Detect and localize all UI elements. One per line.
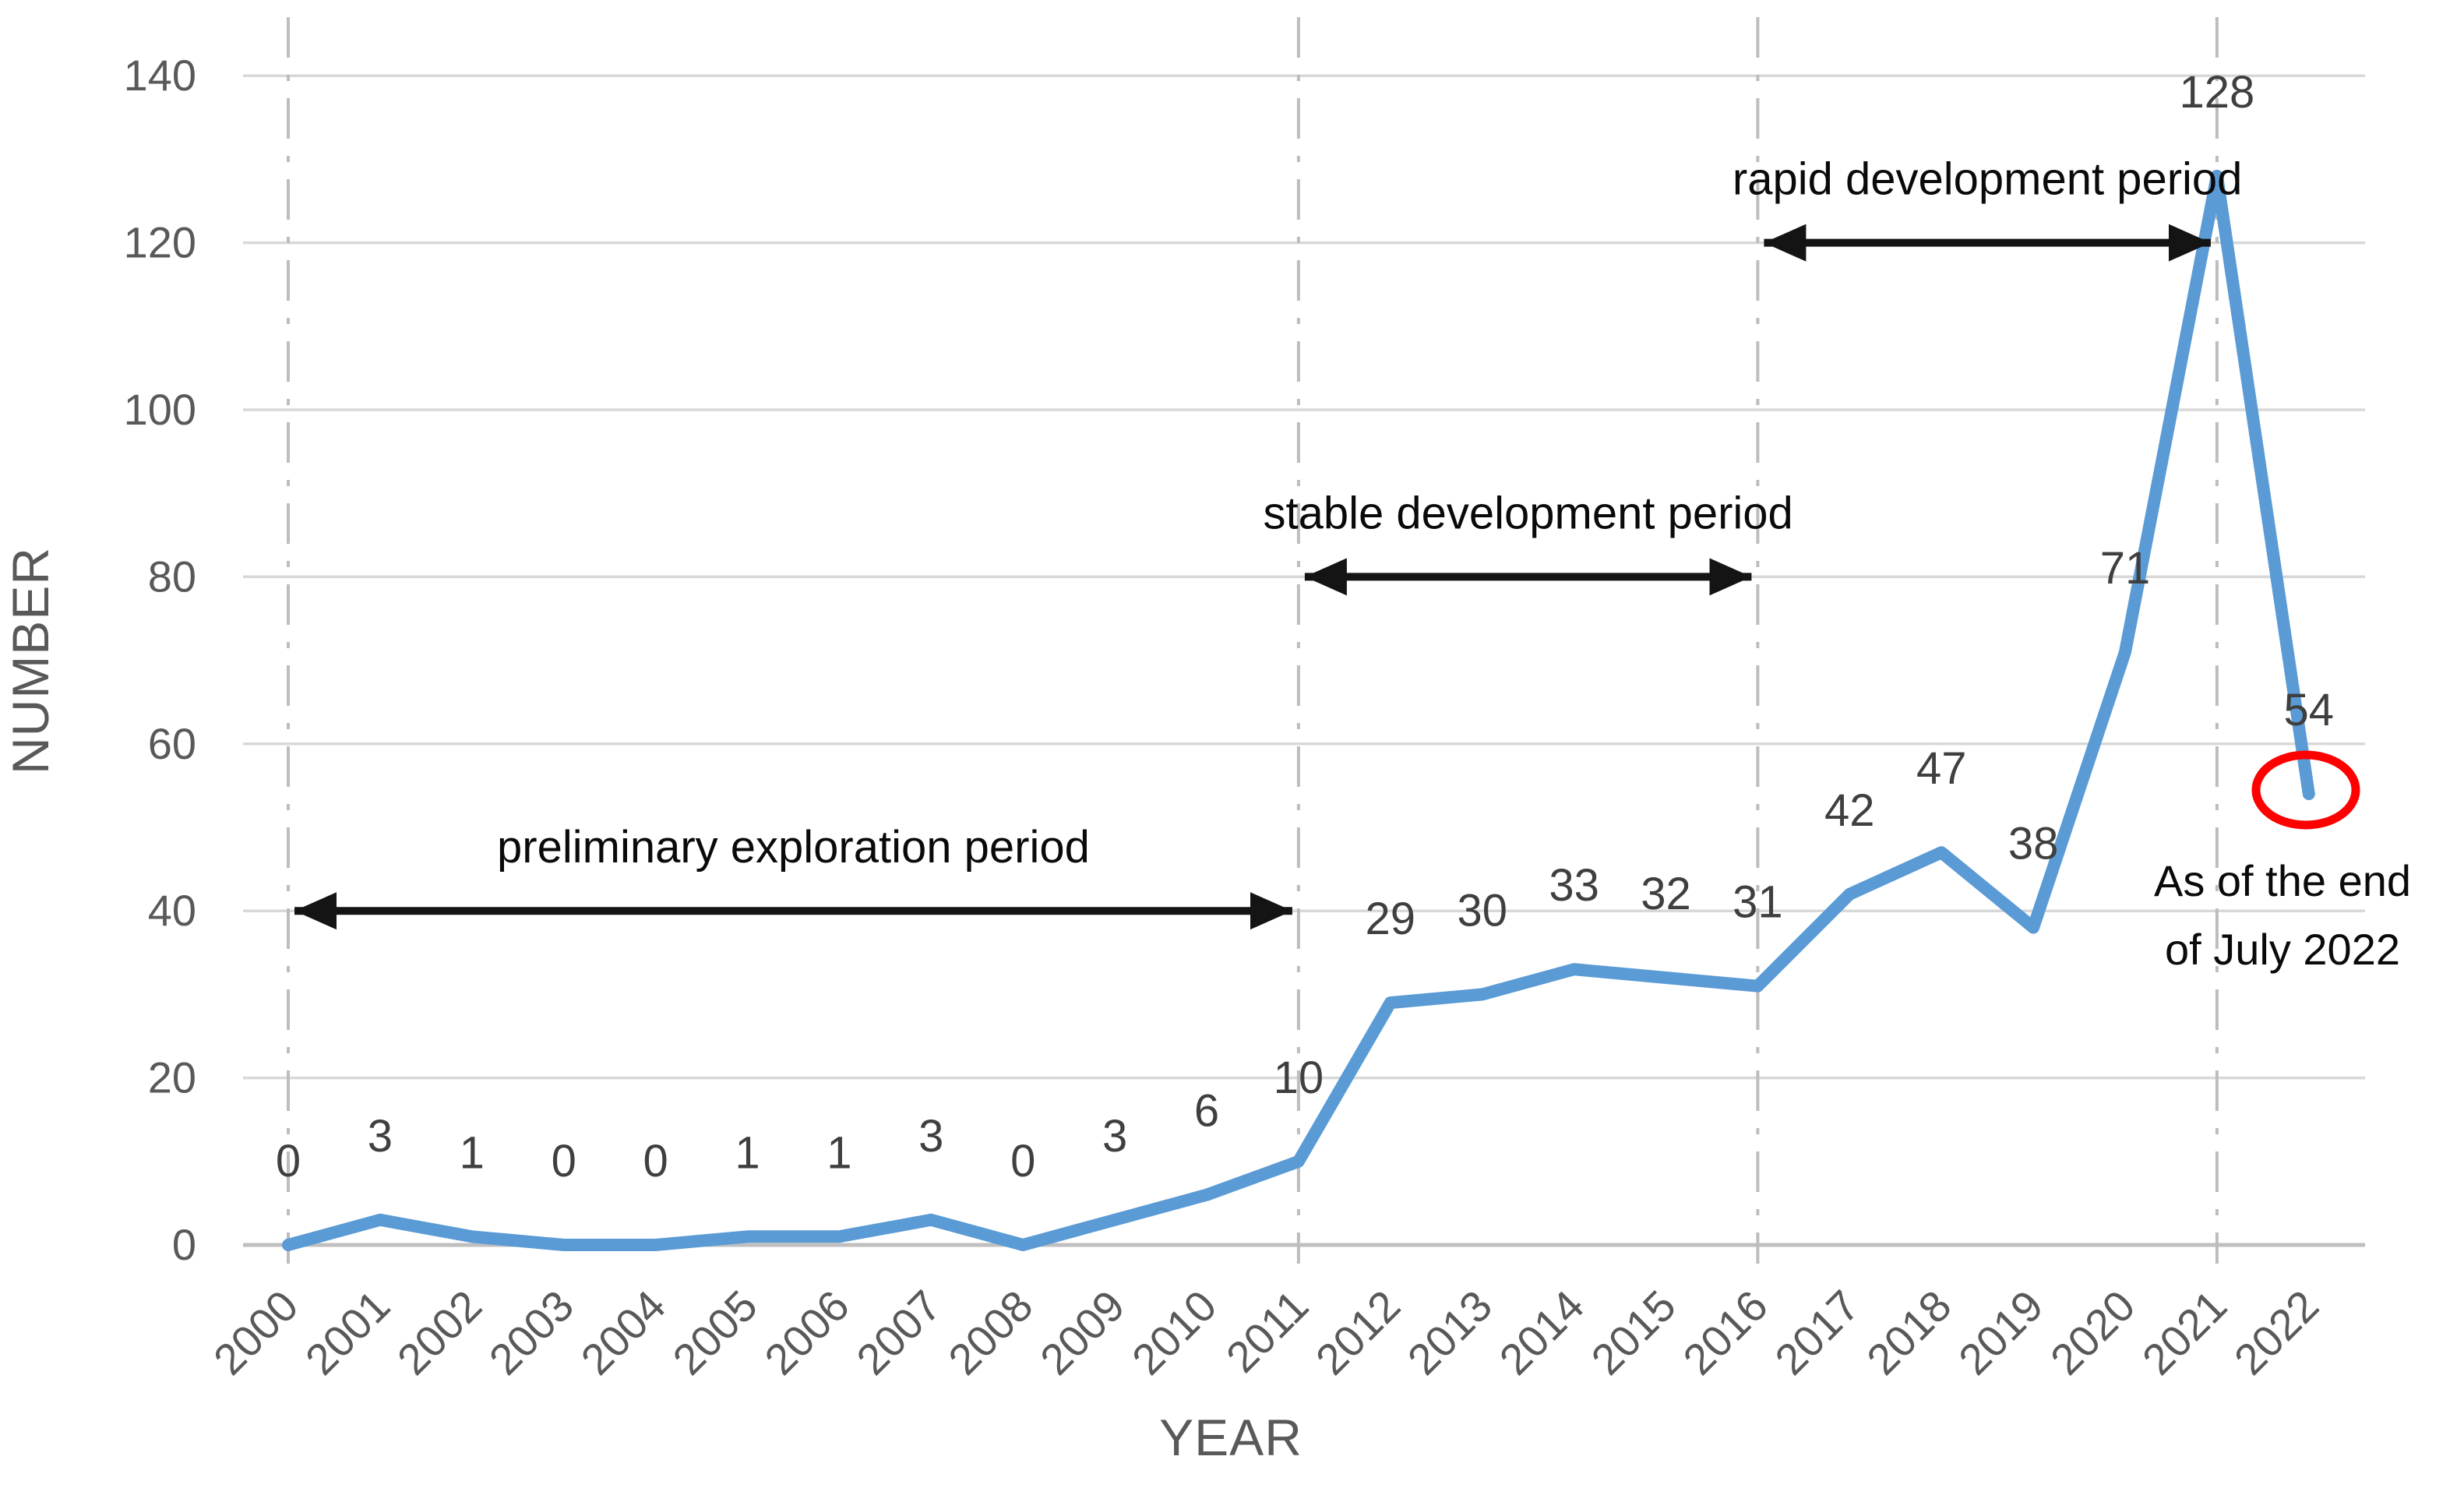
data-point-label: 47 <box>1916 743 1967 794</box>
x-tick-label: 2000 <box>204 1281 308 1384</box>
x-tick-label: 2022 <box>2225 1281 2328 1384</box>
data-point-label: 128 <box>2180 67 2255 118</box>
x-tick-label: 2016 <box>1673 1281 1777 1384</box>
y-tick-label: 0 <box>172 1220 196 1269</box>
y-axis-title: NUMBER <box>2 547 59 774</box>
x-tick-label: 2018 <box>1857 1281 1961 1384</box>
y-tick-label: 40 <box>148 886 196 935</box>
data-point-label: 31 <box>1733 877 1783 928</box>
period-annotation: preliminary exploration period <box>294 822 1292 930</box>
x-tick-label: 2005 <box>663 1281 767 1384</box>
x-tick-label: 2015 <box>1581 1281 1685 1384</box>
y-tick-label: 20 <box>148 1053 196 1102</box>
y-tick-label: 100 <box>124 385 196 434</box>
highlight-annotation: As of the end of July 2022 <box>2154 750 2411 974</box>
highlight-note-line-2: of July 2022 <box>2165 925 2400 974</box>
data-point-label: 3 <box>918 1111 943 1162</box>
data-point-label: 0 <box>276 1136 301 1187</box>
x-tick-label: 2003 <box>480 1281 583 1384</box>
period-label: preliminary exploration period <box>497 822 1090 873</box>
data-point-label: 0 <box>1010 1136 1035 1187</box>
x-tick-label: 2001 <box>296 1281 400 1384</box>
x-tick-labels: 2000200120022003200420052006200720082009… <box>204 1281 2328 1384</box>
data-point-label: 71 <box>2100 543 2151 594</box>
x-tick-label: 2007 <box>847 1281 950 1384</box>
data-point-label: 54 <box>2284 685 2335 735</box>
period-label: rapid development period <box>1733 154 2243 205</box>
x-tick-label: 2014 <box>1489 1281 1593 1384</box>
data-point-label: 0 <box>552 1136 576 1187</box>
data-point-label: 32 <box>1641 869 1691 919</box>
data-point-label: 42 <box>1824 785 1875 836</box>
x-tick-label: 2002 <box>388 1281 492 1384</box>
period-label: stable development period <box>1263 488 1792 538</box>
x-tick-label: 2004 <box>571 1281 675 1384</box>
x-tick-label: 2009 <box>1031 1281 1134 1384</box>
y-tick-label: 140 <box>124 51 196 100</box>
y-tick-labels: 0 20 40 60 80 100 120 140 <box>124 51 196 1269</box>
highlight-ellipse <box>2251 750 2360 830</box>
data-point-label: 30 <box>1457 885 1507 936</box>
data-point-label: 10 <box>1274 1053 1324 1103</box>
x-tick-label: 2008 <box>939 1281 1042 1384</box>
data-point-label: 29 <box>1366 894 1416 944</box>
x-axis-title: YEAR <box>1159 1409 1303 1466</box>
x-tick-label: 2010 <box>1123 1281 1226 1384</box>
data-point-label: 6 <box>1194 1086 1219 1137</box>
y-tick-label: 80 <box>148 552 196 601</box>
data-point-label: 1 <box>460 1127 485 1178</box>
x-tick-label: 2006 <box>755 1281 858 1384</box>
data-point-label: 33 <box>1549 860 1599 911</box>
data-point-label: 3 <box>368 1111 393 1162</box>
data-point-label: 1 <box>827 1127 851 1178</box>
period-annotation: rapid development period <box>1733 154 2243 262</box>
data-point-label: 3 <box>1102 1111 1127 1162</box>
data-point-label: 1 <box>735 1127 760 1178</box>
highlight-note-line-1: As of the end <box>2154 856 2411 905</box>
x-tick-label: 2017 <box>1765 1281 1869 1384</box>
x-tick-label: 2011 <box>1217 1281 1318 1382</box>
period-annotations: preliminary exploration period stable dev… <box>294 154 2243 930</box>
data-point-label: 38 <box>2008 819 2059 869</box>
y-tick-label: 60 <box>148 719 196 768</box>
y-tick-label: 120 <box>124 218 196 267</box>
period-annotation: stable development period <box>1263 488 1793 596</box>
x-tick-label: 2013 <box>1398 1281 1502 1384</box>
x-tick-label: 2020 <box>2041 1281 2145 1384</box>
x-tick-label: 2021 <box>2133 1281 2237 1384</box>
data-series-line <box>282 169 2315 1251</box>
x-tick-label: 2019 <box>1949 1281 2053 1384</box>
data-point-label: 0 <box>643 1136 668 1187</box>
x-tick-label: 2012 <box>1306 1281 1410 1384</box>
